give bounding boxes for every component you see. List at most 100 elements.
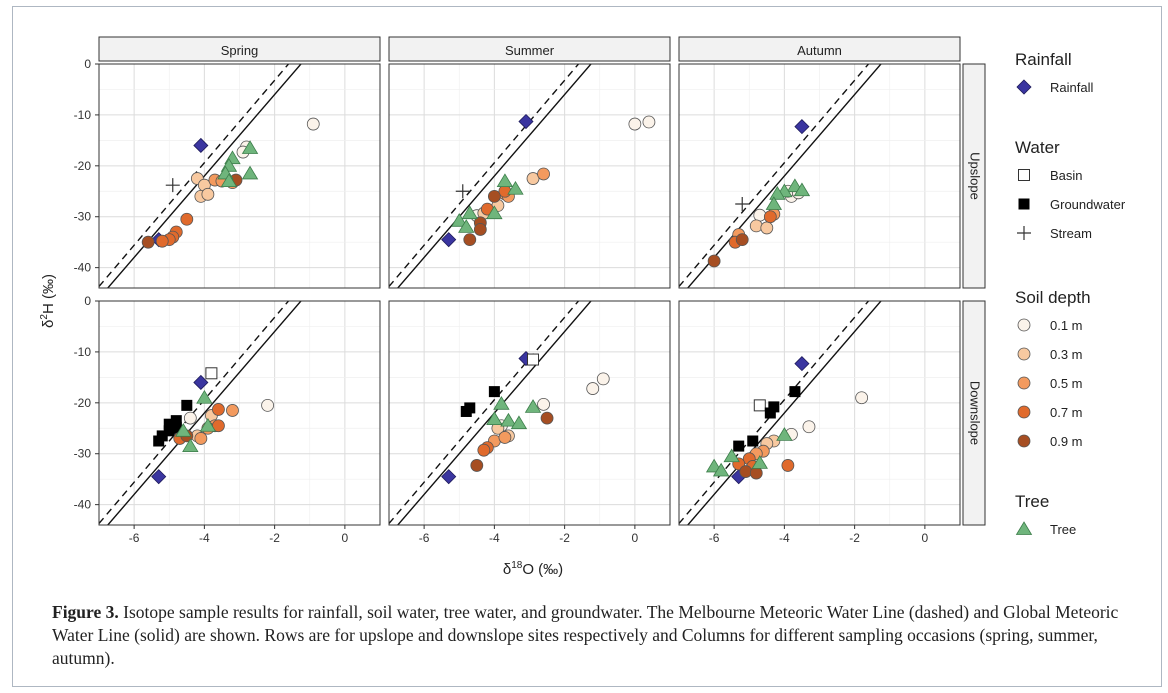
- panel-spring-downslope: 0-10-20-30-40-6 -4 -2 0: [74, 294, 381, 545]
- meteoric-line-global: [396, 301, 592, 525]
- point-soil-05m: [537, 167, 550, 181]
- point-tree: [175, 423, 192, 437]
- point-groundwater: [733, 440, 745, 452]
- panel-border: [388, 63, 671, 289]
- point-tree: [493, 396, 510, 410]
- x-tick-label: -2: [269, 531, 280, 545]
- point-soil-01m: [306, 117, 320, 131]
- point-groundwater: [789, 386, 801, 398]
- point-soil-01m: [586, 382, 600, 395]
- strip-label-spring: Spring: [221, 43, 259, 58]
- point-tree: [496, 173, 514, 187]
- point-tree: [458, 219, 475, 233]
- legend-title: Water: [1015, 138, 1060, 157]
- point-soil-01m: [855, 391, 869, 405]
- y-tick-label: -30: [74, 447, 92, 461]
- panel-border: [98, 300, 381, 526]
- figure-caption: Figure 3. Isotope sample results for rai…: [52, 601, 1152, 670]
- point-soil-05m: [194, 432, 208, 445]
- legend-label: 0.5 m: [1050, 376, 1083, 391]
- point-groundwater: [768, 401, 780, 413]
- point-rainfall: [193, 374, 209, 391]
- point-tree: [1015, 521, 1033, 535]
- legend-title: Tree: [1015, 492, 1049, 511]
- x-tick-label: -6: [129, 531, 140, 545]
- legend-label: 0.1 m: [1050, 318, 1083, 333]
- point-tree: [461, 205, 478, 220]
- point-tree: [507, 180, 524, 195]
- point-groundwater: [488, 386, 500, 398]
- point-tree: [199, 417, 217, 432]
- point-soil-09m: [735, 233, 749, 247]
- strip-upslope: [962, 63, 986, 289]
- point-soil-01m: [596, 372, 610, 386]
- point-tree: [451, 213, 468, 227]
- x-tick-label: -6: [419, 531, 430, 545]
- legend-label: Rainfall: [1050, 80, 1093, 95]
- point-soil-01m: [802, 420, 816, 434]
- panel-autumn-downslope: -6 -4 -2 0: [678, 300, 961, 545]
- point-stream: [165, 178, 180, 193]
- point-soil-07m: [1017, 405, 1031, 419]
- y-axis-title: δ2H (‰): [39, 274, 57, 328]
- point-groundwater: [460, 405, 472, 417]
- point-rainfall: [794, 356, 810, 372]
- point-soil-03m: [526, 172, 540, 185]
- panel-border: [98, 63, 381, 289]
- legend-label: 0.9 m: [1050, 434, 1083, 449]
- x-tick-label: 0: [632, 531, 639, 545]
- point-soil-01m: [537, 397, 550, 411]
- point-tree: [241, 140, 259, 154]
- panel-summer-downslope: -6 -4 -2 0: [388, 300, 671, 545]
- point-tree: [486, 411, 503, 426]
- point-soil-09m: [707, 254, 721, 268]
- point-soil-09m: [463, 233, 477, 247]
- strip-downslope: [962, 300, 986, 526]
- point-soil-01m: [628, 117, 642, 131]
- point-tree: [524, 399, 542, 413]
- point-tree: [182, 438, 199, 452]
- point-tree: [776, 427, 793, 441]
- point-soil-03m: [760, 221, 774, 235]
- point-soil-05m: [226, 404, 239, 417]
- point-groundwater: [181, 399, 193, 411]
- legend-title: Rainfall: [1015, 50, 1072, 69]
- x-tick-label: -4: [779, 531, 790, 545]
- point-groundwater: [170, 421, 182, 433]
- x-axis-title: δ18O (‰): [503, 560, 563, 578]
- point-groundwater: [163, 425, 175, 437]
- legend-label: Tree: [1050, 522, 1076, 537]
- point-soil-05m: [1017, 376, 1031, 390]
- point-rainfall: [151, 469, 167, 485]
- meteoric-line-global: [106, 301, 302, 525]
- x-tick-label: -4: [489, 531, 500, 545]
- meteoric-line-global: [686, 301, 882, 525]
- point-rainfall: [441, 232, 457, 248]
- panel-border: [678, 300, 961, 526]
- point-soil-09m: [487, 189, 501, 203]
- point-soil-01m: [642, 115, 656, 129]
- point-soil-01m: [753, 208, 767, 222]
- point-soil-01m: [183, 411, 197, 425]
- point-soil-09m: [141, 235, 155, 249]
- point-groundwater: [747, 435, 759, 447]
- y-tick-label: -20: [74, 159, 92, 173]
- y-tick-label: -10: [74, 345, 92, 359]
- figure-frame: Spring Summer Autumn Upslope Downslope 0 -10 -2…: [12, 6, 1162, 687]
- x-tick-label: 0: [342, 531, 349, 545]
- point-soil-07m: [212, 403, 225, 416]
- point-soil-09m: [1017, 434, 1031, 448]
- y-tick-label: 0: [84, 294, 91, 308]
- meteoric-line-melbourne: [679, 64, 870, 287]
- point-tree: [220, 173, 238, 187]
- point-soil-07m: [763, 210, 777, 224]
- point-basin: [527, 353, 540, 366]
- strip-label-autumn: Autumn: [797, 43, 842, 58]
- point-soil-09m: [473, 223, 487, 236]
- point-tree: [723, 448, 740, 463]
- meteoric-line-melbourne: [99, 301, 290, 524]
- legend-group-rainfall: Rainfall Rainfall: [1015, 50, 1093, 95]
- meteoric-line-global: [686, 64, 882, 288]
- point-tree: [510, 415, 528, 430]
